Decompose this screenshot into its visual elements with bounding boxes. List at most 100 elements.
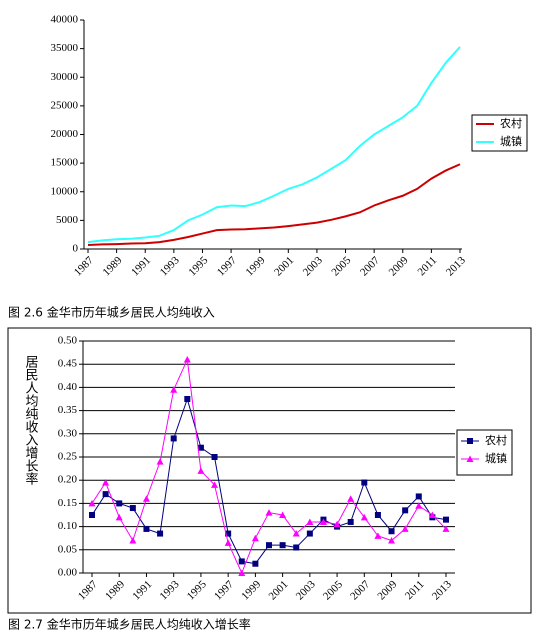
point [292,530,300,537]
point [293,544,300,551]
x-tick-label: 2011 [403,578,427,602]
point [170,435,177,442]
point [156,458,164,465]
point [170,386,178,393]
x-tick-label: 1999 [239,578,263,602]
point [183,356,191,363]
point [402,507,409,514]
y-tick-label: 0.50 [58,335,78,347]
x-tick-label: 1989 [103,578,127,602]
legend-label: 城镇 [485,451,507,465]
point [129,537,137,544]
x-tick-label: 2009 [387,254,411,278]
y-tick-label: 0.30 [58,427,78,439]
y-tick-label: 0.00 [58,567,78,579]
point [306,530,313,537]
legend-box [456,429,513,476]
x-tick-label: 2013 [444,254,468,278]
x-tick-label: 1995 [185,578,209,602]
point [157,530,164,537]
x-tick-label: 2007 [348,578,372,602]
x-tick-label: 1997 [215,254,239,278]
point [388,528,395,535]
point [306,518,314,525]
y-tick-label: 35000 [51,42,79,54]
caption: 图 2.6 金华市历年城乡居民人均纯收入 [8,305,215,320]
point [129,505,136,512]
y-tick-label: 0.15 [58,497,78,509]
legend-marker [467,438,473,444]
x-tick-label: 2001 [272,254,296,278]
x-tick-label: 1995 [186,254,210,278]
point [88,499,96,507]
y-tick-label: 0 [73,243,79,255]
point [102,491,109,498]
legend-label: 农村 [485,433,507,447]
point [251,534,259,542]
legend-label: 农村 [500,116,522,130]
point [361,479,368,486]
point [415,502,423,509]
point [211,481,219,488]
y-tick-label: 0.10 [58,520,78,532]
x-tick-label: 1993 [158,254,182,278]
legend-label: 城镇 [500,134,522,148]
point [197,467,205,474]
legend-marker [466,455,474,462]
y-tick-label: 5000 [56,214,79,226]
point [266,542,272,549]
point [374,532,382,539]
y-tick-label: 10000 [51,185,79,197]
y-tick-label: 25000 [51,99,79,111]
x-tick-label: 1999 [244,254,268,278]
y-tick-label: 15000 [51,157,79,169]
series-line [87,163,461,246]
x-tick-label: 1991 [129,254,153,278]
x-tick-label: 2005 [321,578,345,602]
caption: 图 2.7 金华市历年城乡居民人均纯收入增长率 [8,617,251,632]
chart-frame [7,327,532,614]
point [115,513,123,521]
point [443,516,449,523]
point [102,479,110,486]
point [319,518,327,525]
point [224,539,232,546]
y-tick-label: 0.35 [58,404,78,416]
x-tick-label: 2011 [416,254,440,278]
x-tick-label: 1993 [158,578,182,602]
point [238,569,246,576]
x-tick-label: 1997 [212,578,236,602]
point [279,542,286,549]
point [428,511,436,518]
point [347,495,355,502]
y-tick-label: 20000 [51,128,79,140]
y-tick-label: 30000 [51,71,79,83]
x-tick-label: 2013 [430,578,454,602]
point [116,500,123,507]
x-tick-label: 2005 [329,254,353,278]
x-tick-label: 1989 [100,254,124,278]
point [347,518,354,525]
x-tick-label: 2001 [266,578,290,602]
x-tick-label: 2009 [375,578,399,602]
y-tick-label: 0.40 [58,381,78,393]
y-tick-label: 0.20 [58,474,78,486]
point [238,558,245,565]
x-tick-label: 2007 [358,254,382,278]
point [401,525,409,532]
y-tick-label: 0.05 [58,543,78,555]
point [360,513,368,521]
point [279,511,287,518]
point [374,512,381,518]
legend-box [471,114,528,152]
point [415,493,422,500]
y-tick-label: 0.25 [58,451,78,463]
point [265,509,273,516]
point [225,530,232,537]
y-tick-label: 40000 [51,14,79,26]
point [333,520,341,528]
series-line [87,46,461,244]
x-tick-label: 1991 [130,578,154,602]
point [143,525,150,532]
